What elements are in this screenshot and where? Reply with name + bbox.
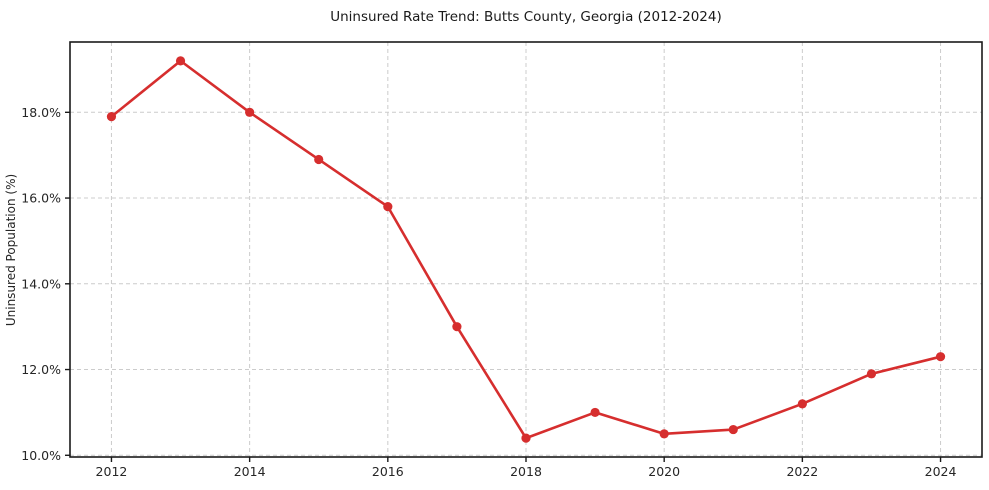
y-tick-label: 10.0% bbox=[21, 448, 61, 463]
chart-title: Uninsured Rate Trend: Butts County, Geor… bbox=[330, 9, 722, 25]
data-point bbox=[314, 154, 324, 165]
axis-layer: 2012 2014 2016 2018 2020 2022 2024 10.0% 12.0% 14… bbox=[21, 41, 983, 479]
x-tick-label: 2016 bbox=[372, 464, 404, 479]
trend-line-series bbox=[106, 56, 946, 443]
data-point bbox=[797, 399, 807, 409]
y-tick-label: 16.0% bbox=[21, 191, 61, 206]
grid-layer bbox=[70, 42, 982, 457]
x-tick-label: 2018 bbox=[510, 464, 542, 479]
x-tick-label: 2022 bbox=[786, 464, 818, 479]
x-tick-label: 2024 bbox=[925, 464, 957, 479]
data-point bbox=[659, 429, 669, 439]
data-point bbox=[106, 111, 117, 122]
data-point bbox=[452, 322, 462, 332]
y-tick-label: 12.0% bbox=[21, 362, 61, 377]
data-point bbox=[175, 56, 186, 66]
y-axis-label: Uninsured Population (%) bbox=[4, 174, 18, 326]
data-point bbox=[245, 107, 255, 117]
data-point bbox=[590, 407, 600, 418]
data-point bbox=[383, 202, 393, 212]
y-tick-label: 18.0% bbox=[21, 105, 61, 120]
y-tick-label: 14.0% bbox=[21, 276, 61, 291]
data-point bbox=[935, 352, 946, 362]
data-point bbox=[728, 424, 738, 435]
data-point bbox=[866, 369, 877, 379]
x-tick-label: 2014 bbox=[234, 464, 266, 479]
x-tick-label: 2020 bbox=[648, 464, 680, 479]
x-tick-label: 2012 bbox=[96, 464, 128, 479]
data-point bbox=[521, 433, 531, 443]
